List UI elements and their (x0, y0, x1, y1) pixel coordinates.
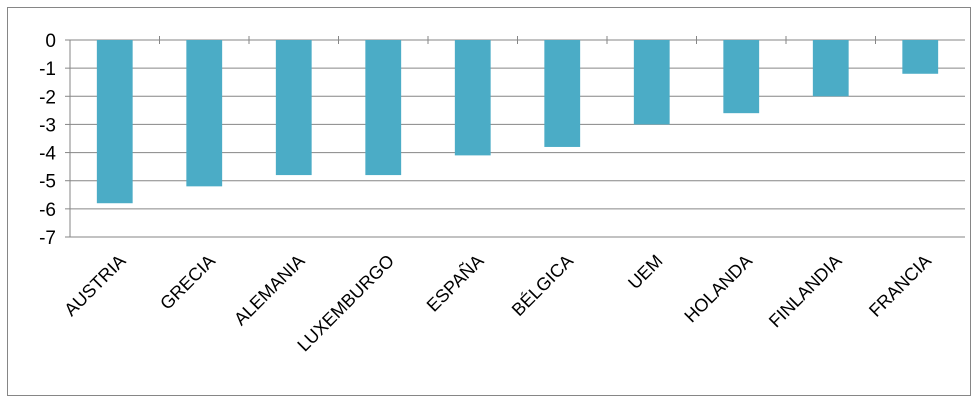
bar-bélgica (544, 40, 581, 147)
x-category-label: FRANCIA (865, 251, 935, 321)
y-tick-label: 0 (45, 31, 56, 52)
bar-españa (454, 40, 491, 156)
bar-alemania (275, 40, 312, 176)
y-tick-label: -5 (39, 172, 56, 193)
x-category-label: HOLANDA (680, 251, 756, 327)
x-category-label: AUSTRIA (60, 251, 129, 320)
bar-finlandia (812, 40, 849, 97)
bar-holanda (723, 40, 760, 114)
bar-luxemburgo (365, 40, 402, 176)
bar-francia (902, 40, 939, 74)
bar-austria (96, 40, 133, 204)
y-tick-label: -1 (39, 59, 56, 80)
y-tick-label: -2 (39, 87, 56, 108)
x-category-label: LUXEMBURGO (293, 251, 398, 356)
x-category-label: GRECIA (156, 251, 219, 314)
y-tick-label: -7 (39, 228, 56, 249)
bar-uem (633, 40, 670, 125)
x-category-label: FINLANDIA (765, 251, 846, 332)
x-category-label: ESPAÑA (422, 250, 488, 316)
x-category-label: ALEMANIA (230, 251, 309, 330)
y-tick-label: -4 (39, 144, 56, 165)
x-category-label: BÉLGICA (508, 251, 577, 320)
y-tick-label: -3 (39, 115, 56, 136)
y-tick-label: -6 (39, 200, 56, 221)
x-category-label: UEM (624, 251, 666, 293)
bar-grecia (186, 40, 223, 187)
